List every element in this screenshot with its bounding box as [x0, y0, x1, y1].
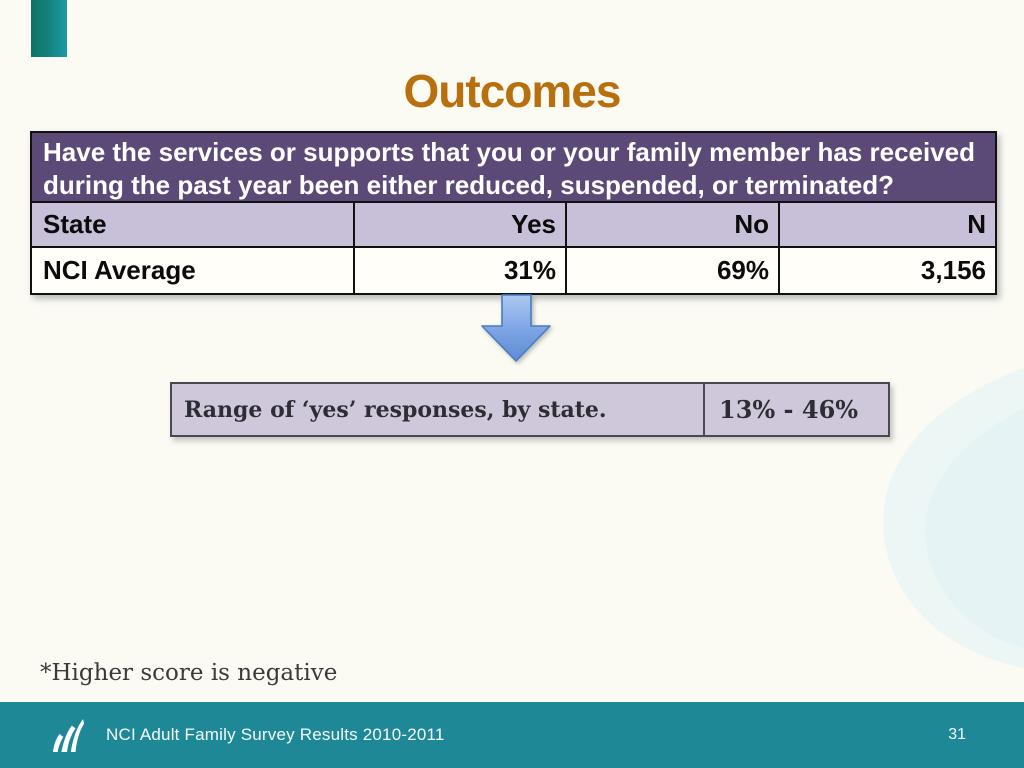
corner-accent-bar [31, 0, 67, 57]
range-label: Range of ‘yes’ responses, by state. [184, 396, 607, 423]
results-table: Have the services or supports that you o… [30, 131, 997, 295]
table-question-header: Have the services or supports that you o… [32, 133, 995, 203]
question-line-1: Have the services or supports that you o… [43, 137, 976, 167]
footnote: *Higher score is negative [40, 660, 338, 686]
down-arrow-icon [481, 294, 551, 362]
question-line-2: during the past year been either reduced… [43, 170, 894, 200]
range-value: 13% - 46% [703, 384, 888, 435]
table-header-row: State Yes No N [32, 203, 995, 248]
page-number: 31 [948, 726, 966, 743]
column-header-n: N [967, 209, 986, 239]
cell-state: NCI Average [32, 248, 355, 293]
cell-n: 3,156 [920, 255, 986, 285]
cell-no: 69% [567, 248, 780, 293]
footer-bar: NCI Adult Family Survey Results 2010-201… [0, 702, 1024, 768]
cell-yes: 31% [355, 248, 567, 293]
footer-title: NCI Adult Family Survey Results 2010-201… [106, 725, 445, 744]
column-header-yes: Yes [355, 203, 567, 246]
page-title: Outcomes [403, 65, 622, 117]
table-row: NCI Average 31% 69% 3,156 [32, 248, 995, 293]
column-header-state: State [32, 203, 355, 246]
range-table: Range of ‘yes’ responses, by state. 13% … [170, 382, 890, 437]
column-header-no: No [567, 203, 780, 246]
nci-swoosh-logo-icon [52, 719, 84, 752]
